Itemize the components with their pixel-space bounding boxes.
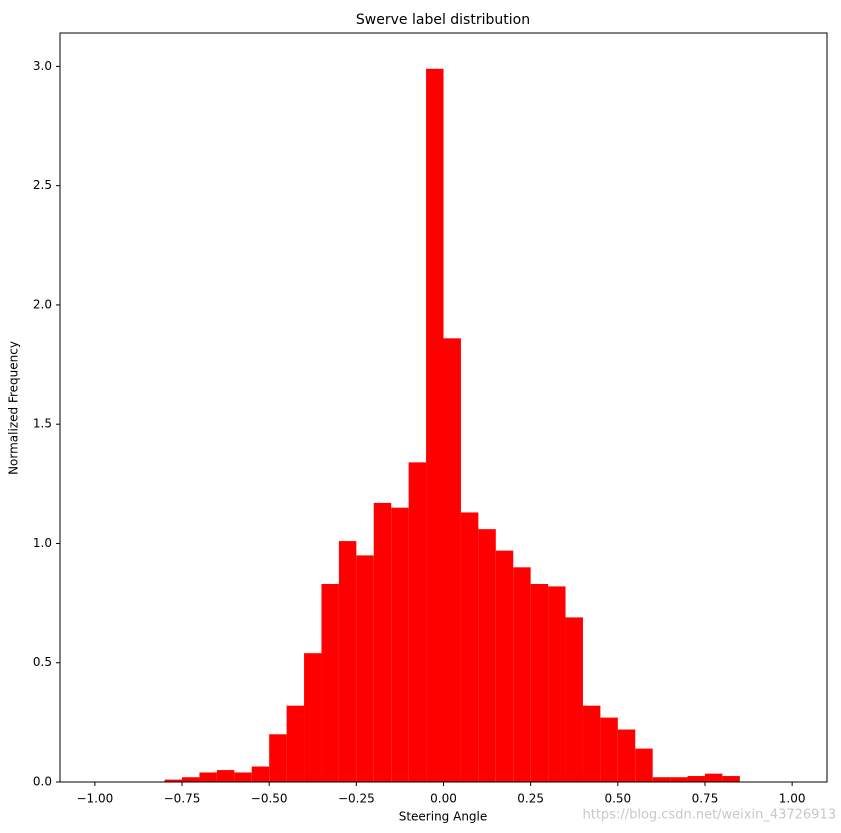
x-tick-label: 0.50 (604, 792, 631, 806)
bar (269, 734, 287, 782)
bar (373, 502, 392, 782)
bar (600, 717, 618, 782)
x-tick-label: −0.50 (251, 792, 288, 806)
bar (582, 705, 601, 782)
bar (513, 567, 531, 782)
bar (652, 777, 671, 782)
bar (408, 462, 427, 782)
bar (321, 584, 339, 782)
bar (391, 507, 409, 782)
x-axis-label: Steering Angle (399, 810, 488, 824)
bar (443, 338, 461, 782)
bar (199, 772, 217, 782)
bar (216, 770, 235, 782)
bar (304, 653, 322, 782)
x-tick-label: −0.25 (338, 792, 375, 806)
bar (426, 68, 444, 782)
y-tick-label: 1.0 (33, 536, 52, 550)
x-tick-label: 1.00 (779, 792, 806, 806)
bar (548, 586, 566, 782)
bar (338, 541, 357, 782)
bar (704, 773, 723, 782)
x-tick-label: 0.75 (692, 792, 719, 806)
bar (286, 705, 305, 782)
bar (478, 529, 496, 782)
bar (356, 555, 374, 782)
x-tick-label: 0.00 (430, 792, 457, 806)
y-tick-label: 2.0 (33, 297, 52, 311)
bar (495, 550, 514, 782)
x-tick-label: −1.00 (76, 792, 113, 806)
bar (182, 777, 200, 782)
bar (670, 777, 688, 782)
x-tick-label: −0.75 (164, 792, 201, 806)
bar (722, 776, 740, 782)
y-tick-label: 0.0 (33, 775, 52, 789)
bar (234, 772, 252, 782)
bar (251, 766, 270, 782)
y-tick-label: 2.5 (33, 178, 52, 192)
y-tick-label: 1.5 (33, 417, 52, 431)
bar (530, 584, 549, 782)
bar (565, 617, 583, 782)
watermark: https://blog.csdn.net/weixin_43726913 (582, 808, 836, 823)
x-tick-label: 0.25 (517, 792, 544, 806)
bar (635, 748, 653, 782)
bar (617, 729, 636, 782)
bar (687, 776, 705, 782)
y-tick-label: 3.0 (33, 59, 52, 73)
y-tick-label: 0.5 (33, 655, 52, 669)
y-axis-label: Normalized Frequency (7, 341, 21, 475)
bar (164, 779, 183, 782)
bar (460, 512, 479, 782)
chart-title: Swerve label distribution (356, 12, 530, 28)
